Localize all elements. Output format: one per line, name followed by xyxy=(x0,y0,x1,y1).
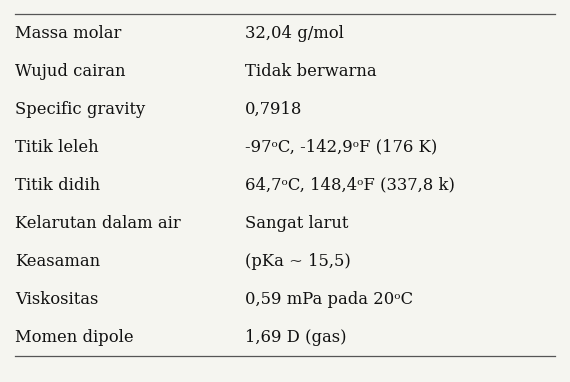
Text: 0,7918: 0,7918 xyxy=(245,100,303,118)
Text: 32,04 g/mol: 32,04 g/mol xyxy=(245,24,344,42)
Text: -97ᵒC, -142,9ᵒF (176 K): -97ᵒC, -142,9ᵒF (176 K) xyxy=(245,139,437,155)
Text: (pKa ~ 15,5): (pKa ~ 15,5) xyxy=(245,253,351,269)
Text: Kelarutan dalam air: Kelarutan dalam air xyxy=(15,215,181,231)
Text: Titik leleh: Titik leleh xyxy=(15,139,99,155)
Text: Viskositas: Viskositas xyxy=(15,290,99,308)
Text: Momen dipole: Momen dipole xyxy=(15,329,133,345)
Text: 64,7ᵒC, 148,4ᵒF (337,8 k): 64,7ᵒC, 148,4ᵒF (337,8 k) xyxy=(245,176,455,194)
Text: Titik didih: Titik didih xyxy=(15,176,100,194)
Text: Massa molar: Massa molar xyxy=(15,24,121,42)
Text: Sangat larut: Sangat larut xyxy=(245,215,348,231)
Text: 0,59 mPa pada 20ᵒC: 0,59 mPa pada 20ᵒC xyxy=(245,290,413,308)
Text: Wujud cairan: Wujud cairan xyxy=(15,63,125,79)
Text: 1,69 D (gas): 1,69 D (gas) xyxy=(245,329,347,345)
Text: Keasaman: Keasaman xyxy=(15,253,100,269)
Text: Tidak berwarna: Tidak berwarna xyxy=(245,63,377,79)
Text: Specific gravity: Specific gravity xyxy=(15,100,145,118)
